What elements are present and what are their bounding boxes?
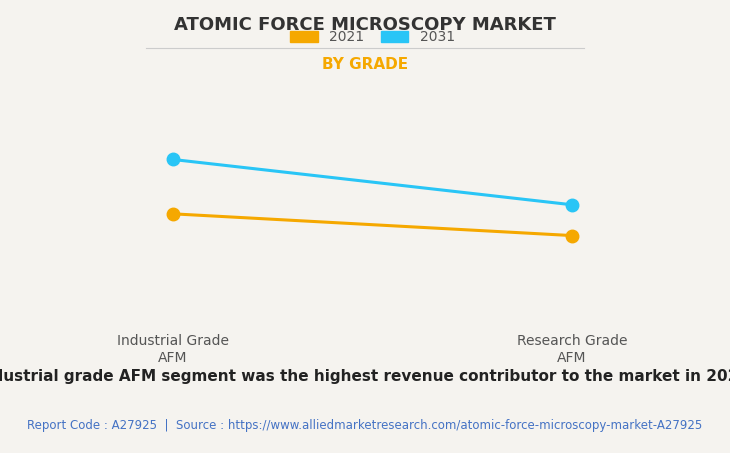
Line: 2031: 2031 (166, 153, 578, 211)
Text: Industrial grade AFM segment was the highest revenue contributor to the market i: Industrial grade AFM segment was the hig… (0, 369, 730, 384)
Legend: 2021, 2031: 2021, 2031 (290, 30, 455, 44)
Text: Report Code : A27925  |  Source : https://www.alliedmarketresearch.com/atomic-fo: Report Code : A27925 | Source : https://… (28, 419, 702, 432)
2021 (169, 211, 177, 217)
Text: BY GRADE: BY GRADE (322, 57, 408, 72)
Line: 2021: 2021 (166, 207, 578, 242)
2021 (567, 233, 576, 238)
2031 (169, 157, 177, 162)
Text: ATOMIC FORCE MICROSCOPY MARKET: ATOMIC FORCE MICROSCOPY MARKET (174, 16, 556, 34)
2031 (567, 202, 576, 207)
